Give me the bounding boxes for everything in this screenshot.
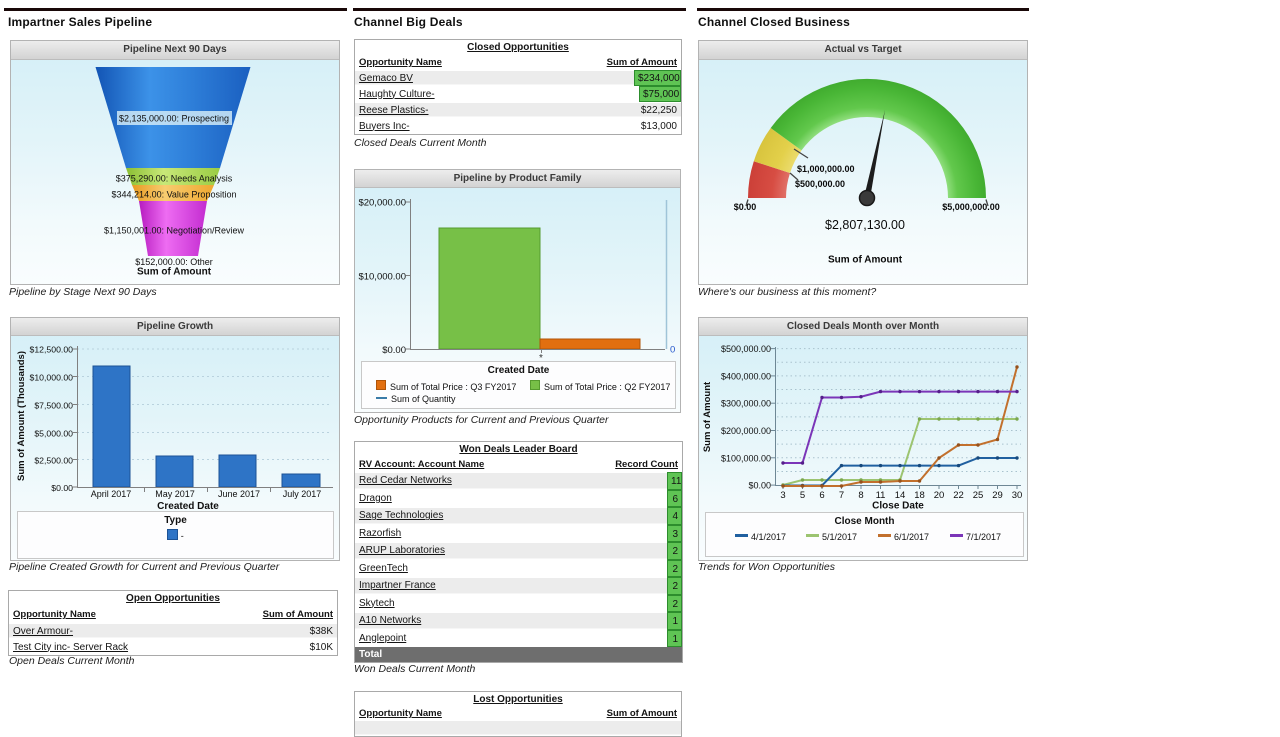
svg-text:30: 30: [1012, 490, 1023, 501]
svg-text:$12,500.00: $12,500.00: [30, 345, 74, 355]
svg-text:Created Date: Created Date: [157, 501, 219, 512]
svg-text:April 2017: April 2017: [91, 489, 132, 499]
svg-text:$20,000.00: $20,000.00: [358, 198, 406, 209]
svg-text:June 2017: June 2017: [218, 489, 260, 499]
svg-text:$0.00: $0.00: [748, 481, 771, 491]
svg-text:$100,000.00: $100,000.00: [721, 453, 771, 463]
svg-text:$5,000.00: $5,000.00: [34, 429, 73, 439]
svg-text:$7,500.00: $7,500.00: [34, 401, 73, 411]
svg-text:25: 25: [973, 490, 984, 501]
svg-text:11: 11: [876, 490, 886, 501]
svg-text:$400,000.00: $400,000.00: [721, 371, 771, 381]
svg-text:14: 14: [895, 490, 906, 501]
svg-text:$10,000.00: $10,000.00: [358, 272, 406, 283]
svg-text:$2,135,000.00: Prospecting: $2,135,000.00: Prospecting: [119, 114, 229, 124]
svg-text:$0.00: $0.00: [51, 483, 73, 493]
svg-text:8: 8: [858, 490, 863, 501]
svg-text:$500,000.00: $500,000.00: [795, 179, 845, 189]
svg-text:$2,807,130.00: $2,807,130.00: [825, 218, 905, 232]
svg-text:Sum of Amount: Sum of Amount: [828, 255, 903, 266]
svg-text:Sum of Amount: Sum of Amount: [702, 381, 713, 452]
svg-text:7: 7: [839, 490, 844, 501]
svg-text:$0.00: $0.00: [382, 345, 406, 356]
svg-text:$2,500.00: $2,500.00: [34, 456, 73, 466]
svg-text:May 2017: May 2017: [155, 489, 195, 499]
svg-text:29: 29: [992, 490, 1003, 501]
svg-text:6: 6: [819, 490, 824, 501]
svg-text:$0.00: $0.00: [734, 202, 757, 212]
svg-text:0: 0: [670, 345, 675, 356]
svg-text:Sum of Amount: Sum of Amount: [137, 267, 212, 278]
svg-text:$500,000.00: $500,000.00: [721, 344, 771, 354]
svg-text:$152,000.00: Other: $152,000.00: Other: [135, 257, 213, 267]
svg-text:July 2017: July 2017: [283, 489, 322, 499]
svg-text:Sum of Amount (Thousands): Sum of Amount (Thousands): [16, 351, 27, 481]
svg-text:$344,214.00: Value Proposition: $344,214.00: Value Proposition: [112, 190, 237, 200]
svg-text:Close Date: Close Date: [872, 501, 924, 512]
svg-text:$5,000,000.00: $5,000,000.00: [942, 202, 1000, 212]
svg-text:$375,290.00: Needs Analysis: $375,290.00: Needs Analysis: [116, 174, 233, 184]
svg-text:*: *: [539, 353, 543, 362]
svg-text:$300,000.00: $300,000.00: [721, 399, 771, 409]
svg-text:3: 3: [780, 490, 785, 501]
svg-text:22: 22: [953, 490, 964, 501]
svg-text:$1,000,000.00: $1,000,000.00: [797, 164, 855, 174]
svg-text:5: 5: [800, 490, 805, 501]
svg-text:$200,000.00: $200,000.00: [721, 426, 771, 436]
svg-text:$10,000.00: $10,000.00: [30, 373, 74, 383]
svg-text:$1,150,001.00: Negotiation/Rev: $1,150,001.00: Negotiation/Review: [104, 226, 245, 236]
svg-text:20: 20: [934, 490, 945, 501]
svg-text:18: 18: [914, 490, 925, 501]
